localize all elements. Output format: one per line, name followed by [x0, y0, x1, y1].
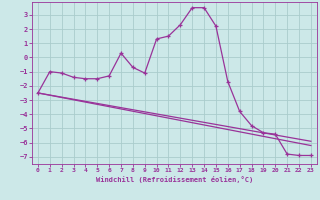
X-axis label: Windchill (Refroidissement éolien,°C): Windchill (Refroidissement éolien,°C) — [96, 176, 253, 183]
